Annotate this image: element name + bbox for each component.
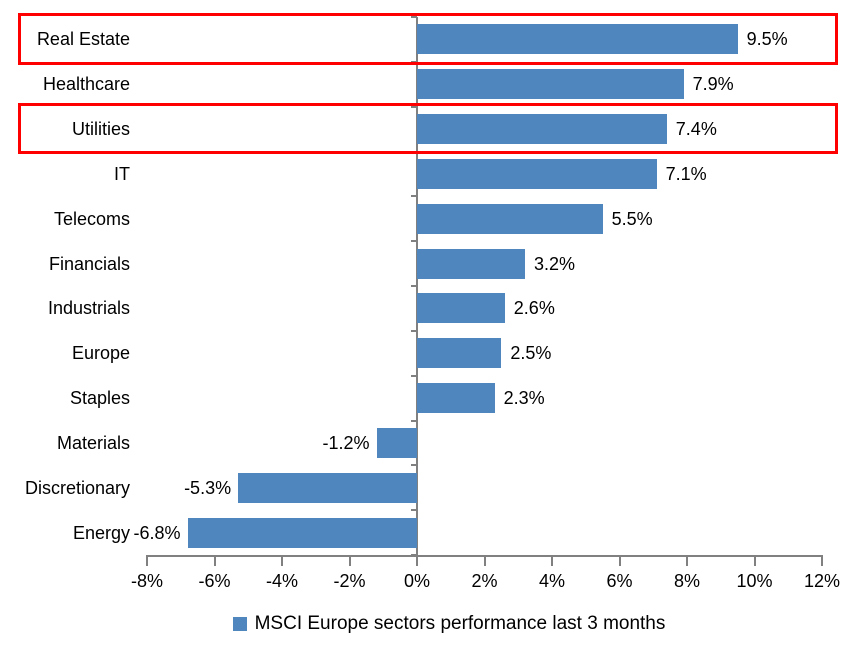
- bar: [376, 427, 417, 458]
- value-label: 3.2%: [534, 253, 576, 274]
- x-axis-tick: [483, 555, 486, 566]
- value-label: -6.8%: [133, 522, 181, 543]
- legend: MSCI Europe sectors performance last 3 m…: [0, 612, 852, 636]
- y-axis-tick: [411, 195, 417, 198]
- value-label: 2.5%: [510, 343, 552, 364]
- y-axis-tick: [411, 16, 417, 18]
- bar: [417, 338, 502, 369]
- x-axis-tick: [821, 555, 823, 566]
- category-label: Materials: [56, 433, 130, 453]
- value-label: 2.3%: [503, 388, 545, 409]
- y-axis-tick: [411, 329, 417, 332]
- x-axis-tick-label: -2%: [333, 571, 366, 591]
- highlight-box: [18, 102, 838, 155]
- bar: [417, 158, 657, 189]
- category-label: Discretionary: [24, 478, 130, 498]
- x-axis-tick-label: -8%: [130, 571, 163, 591]
- y-axis-tick: [411, 509, 417, 512]
- highlight-box: [18, 13, 838, 65]
- category-label: Staples: [69, 388, 130, 408]
- bar: [187, 517, 417, 548]
- y-axis-tick: [411, 105, 417, 108]
- y-axis-tick: [411, 285, 417, 287]
- legend-label: MSCI Europe sectors performance last 3 m…: [254, 613, 666, 634]
- x-axis-tick-label: 10%: [736, 571, 773, 591]
- x-axis-tick-label: 0%: [403, 571, 430, 591]
- value-label: 2.6%: [513, 298, 555, 319]
- bar: [417, 114, 667, 145]
- x-axis-tick: [213, 555, 216, 566]
- y-axis-tick: [411, 240, 417, 243]
- category-label: Utilities: [71, 119, 130, 139]
- category-label: IT: [114, 164, 130, 184]
- category-label: Industrials: [47, 298, 130, 318]
- bar: [417, 203, 603, 234]
- x-axis-tick: [551, 555, 553, 566]
- value-label: 9.5%: [746, 29, 788, 50]
- legend-entry: MSCI Europe sectors performance last 3 m…: [232, 612, 666, 636]
- value-label: 5.5%: [611, 208, 653, 229]
- x-axis-tick-label: 2%: [471, 571, 498, 591]
- x-axis-tick-label: -6%: [198, 571, 231, 591]
- x-axis-tick: [348, 555, 351, 566]
- x-axis-tick-label: 12%: [803, 571, 841, 591]
- bar: [417, 383, 495, 414]
- x-axis-tick-label: 6%: [606, 571, 633, 591]
- y-axis-tick: [411, 374, 417, 377]
- category-label: Healthcare: [42, 74, 130, 94]
- bar: [238, 472, 417, 503]
- x-axis-tick-label: 4%: [538, 571, 565, 591]
- value-label: -1.2%: [322, 432, 370, 453]
- category-label: Real Estate: [36, 29, 130, 49]
- x-axis-tick: [686, 555, 688, 566]
- value-label: 7.9%: [692, 74, 734, 95]
- category-label: Financials: [48, 254, 130, 274]
- y-axis-line: [416, 17, 418, 557]
- x-axis-tick: [146, 555, 148, 566]
- bar: [417, 293, 505, 324]
- category-label: Telecoms: [53, 209, 130, 229]
- value-label: 7.1%: [665, 163, 707, 184]
- bar: [417, 69, 684, 100]
- category-label: Energy: [72, 523, 130, 543]
- x-axis-tick: [618, 555, 621, 566]
- x-axis-tick: [753, 555, 756, 566]
- x-axis-tick-label: 8%: [673, 571, 700, 591]
- value-label: 7.4%: [675, 119, 717, 140]
- bar: [417, 248, 525, 279]
- value-label: -5.3%: [184, 477, 232, 498]
- x-axis-tick: [416, 555, 418, 566]
- category-label: Europe: [71, 343, 130, 363]
- x-axis-tick-label: -4%: [265, 571, 298, 591]
- x-axis-tick: [281, 555, 283, 566]
- y-axis-tick: [411, 464, 417, 467]
- bar: [417, 24, 738, 55]
- y-axis-tick: [411, 419, 417, 422]
- legend-marker-icon: [232, 617, 247, 631]
